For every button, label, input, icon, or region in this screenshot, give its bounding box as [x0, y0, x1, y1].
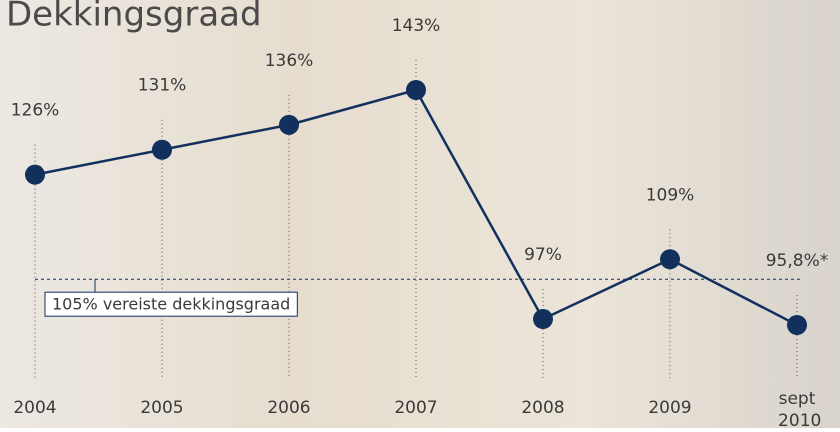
- point: [533, 309, 553, 329]
- x-tick-label: 2008: [521, 398, 564, 418]
- value-label: 95,8%*: [766, 251, 829, 271]
- reference-label: 105% vereiste dekkingsgraad: [52, 295, 290, 314]
- x-tick-label: 2005: [140, 398, 183, 418]
- value-label: 131%: [138, 76, 187, 96]
- point: [660, 249, 680, 269]
- x-tick-label: 2009: [648, 398, 691, 418]
- value-label: 143%: [392, 16, 441, 36]
- point: [406, 80, 426, 100]
- x-tick-label: 2006: [267, 398, 310, 418]
- point: [787, 315, 807, 335]
- value-label: 136%: [265, 51, 314, 71]
- value-label: 126%: [11, 101, 60, 121]
- x-tick-label: 2004: [13, 398, 56, 418]
- x-tick-label: sept 2010: [773, 389, 822, 428]
- chart-title: Dekkingsgraad: [6, 0, 262, 35]
- background: [0, 0, 840, 428]
- x-tick-label: 2007: [394, 398, 437, 418]
- value-label: 97%: [524, 245, 562, 265]
- point: [25, 165, 45, 185]
- point: [152, 140, 172, 160]
- chart: Dekkingsgraad 105% vereiste dekkingsgraa…: [0, 0, 840, 428]
- value-label: 109%: [646, 185, 695, 205]
- point: [279, 115, 299, 135]
